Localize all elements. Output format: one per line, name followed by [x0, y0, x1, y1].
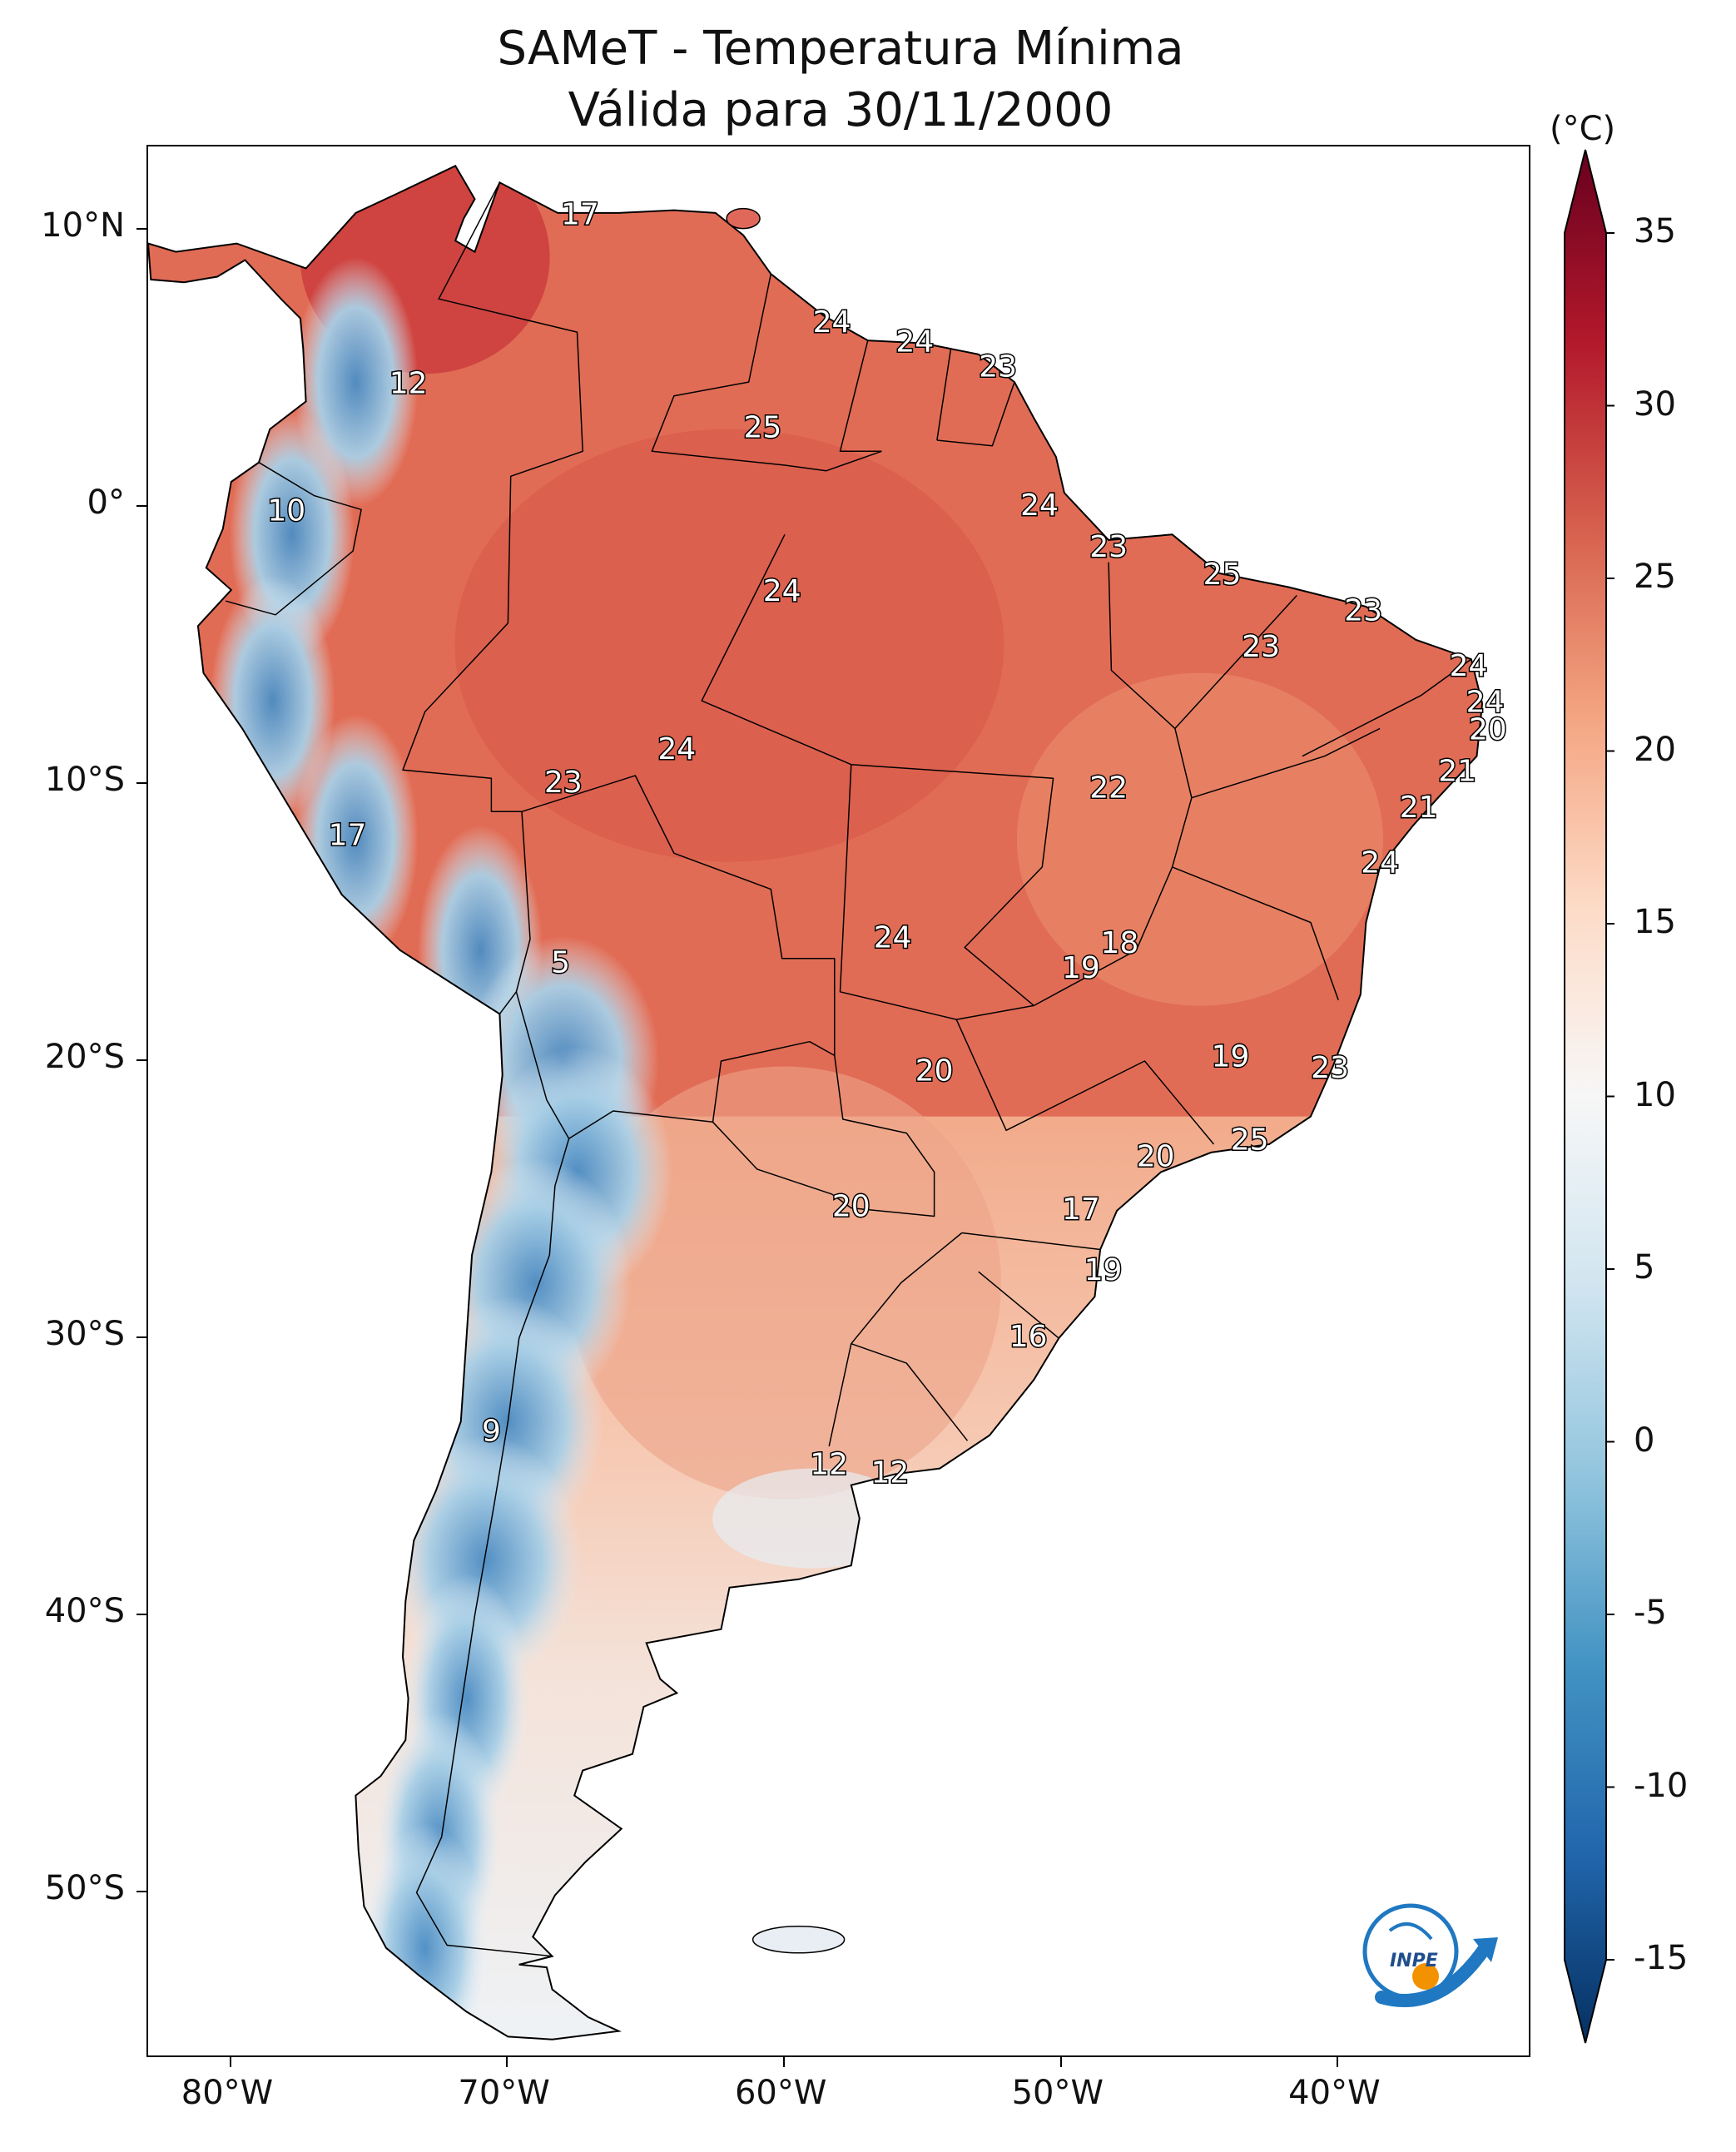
longitude-tick-label: 40°W	[1288, 2074, 1381, 2112]
station-value-label: 20	[1469, 713, 1507, 747]
station-value-label: 23	[1089, 530, 1128, 564]
station-value-label: 24	[1466, 685, 1505, 719]
latitude-tick-label: 10°S	[44, 761, 125, 799]
latitude-tick-mark	[136, 782, 146, 784]
station-value-label: 25	[743, 411, 781, 445]
station-value-label: 24	[657, 732, 696, 766]
colorbar-tick-label: 15	[1634, 903, 1676, 941]
longitude-tick-label: 50°W	[1011, 2074, 1104, 2112]
station-value-label: 18	[1100, 926, 1138, 960]
latitude-tick-mark	[136, 227, 146, 230]
station-value-label: 12	[870, 1455, 909, 1490]
latitude-tick-label: 30°S	[44, 1315, 125, 1354]
latitude-tick-mark	[136, 1059, 146, 1062]
latitude-tick-label: 0°	[87, 483, 125, 522]
station-value-label: 9	[482, 1414, 501, 1448]
longitude-tick-mark	[229, 2057, 231, 2067]
colorbar-tick-label: -15	[1634, 1939, 1689, 1977]
colorbar-tick-label: 35	[1634, 212, 1676, 250]
longitude-tick-mark	[506, 2057, 508, 2067]
map-title: SAMeT - Temperatura Mínima	[497, 22, 1184, 76]
longitude-tick-mark	[1337, 2057, 1339, 2067]
longitude-tick-mark	[1059, 2057, 1062, 2067]
colorbar	[1564, 149, 1614, 2044]
station-value-label: 24	[895, 325, 934, 359]
latitude-tick-label: 10°N	[41, 206, 125, 245]
map-panel: 17 24 24 23 12 25 10 24 23 25 24 23 23 24 24 20 24 21 23 22…	[146, 145, 1530, 2057]
latitude-tick-mark	[136, 1614, 146, 1616]
station-value-label: 12	[389, 366, 428, 400]
station-value-label: 19	[1084, 1253, 1123, 1287]
map-subtitle: Válida para 30/11/2000	[568, 83, 1114, 137]
station-value-label: 24	[1450, 649, 1488, 683]
station-value-label: 24	[1020, 488, 1059, 523]
station-value-label: 21	[1400, 791, 1438, 825]
station-value-label: 24	[813, 305, 851, 340]
colorbar-tick-label: 10	[1634, 1075, 1676, 1114]
colorbar-tick-label: -5	[1634, 1594, 1667, 1632]
colorbar-tick-label: 5	[1634, 1248, 1655, 1287]
latitude-tick-mark	[136, 504, 146, 507]
station-value-label: 21	[1438, 755, 1476, 789]
station-value-label: 23	[544, 766, 583, 800]
longitude-tick-mark	[782, 2057, 785, 2067]
station-value-label: 19	[1212, 1040, 1250, 1074]
station-value-label: 23	[1311, 1051, 1349, 1085]
station-value-label: 17	[561, 197, 599, 231]
station-value-label: 24	[1361, 846, 1399, 880]
station-value-label: 24	[763, 574, 801, 608]
station-value-label: 23	[979, 350, 1017, 384]
station-value-label: 20	[1137, 1140, 1175, 1174]
colorbar-tick-label: 20	[1634, 730, 1676, 769]
station-value-label: 10	[267, 494, 305, 528]
station-value-label: 22	[1089, 771, 1128, 806]
longitude-tick-label: 80°W	[181, 2074, 274, 2112]
continent-shape	[148, 165, 1484, 2040]
country-borders	[225, 181, 1472, 1957]
colorbar-tick-label: -10	[1634, 1766, 1689, 1805]
latitude-tick-label: 20°S	[44, 1038, 125, 1077]
station-value-label: 16	[1009, 1320, 1048, 1354]
latitude-tick-mark	[136, 1891, 146, 1893]
colorbar-unit: (°C)	[1550, 110, 1616, 148]
colorbar-tick-label: 30	[1634, 384, 1676, 424]
station-value-label: 25	[1203, 558, 1242, 592]
colorbar-tick-label: 25	[1634, 558, 1676, 596]
station-value-label: 17	[329, 818, 367, 852]
inpe-logo-icon: INPE	[1362, 1903, 1498, 2007]
latitude-tick-mark	[136, 1336, 146, 1339]
station-value-label: 19	[1062, 951, 1100, 985]
station-value-label: 17	[1062, 1193, 1100, 1227]
station-value-label: 5	[551, 946, 570, 980]
station-value-label: 23	[1242, 630, 1280, 664]
station-value-label: 24	[874, 921, 912, 955]
station-value-label: 12	[810, 1447, 848, 1481]
longitude-tick-label: 60°W	[734, 2074, 827, 2112]
station-value-label: 25	[1231, 1123, 1269, 1158]
latitude-tick-label: 50°S	[44, 1869, 125, 1908]
station-value-label: 20	[915, 1054, 954, 1088]
station-value-label: 23	[1344, 594, 1382, 628]
station-value-label: 20	[832, 1190, 870, 1224]
svg-text:INPE: INPE	[1390, 1951, 1438, 1971]
colorbar-tick-label: 0	[1634, 1421, 1655, 1460]
latitude-tick-label: 40°S	[44, 1592, 125, 1631]
longitude-tick-label: 70°W	[458, 2074, 550, 2112]
